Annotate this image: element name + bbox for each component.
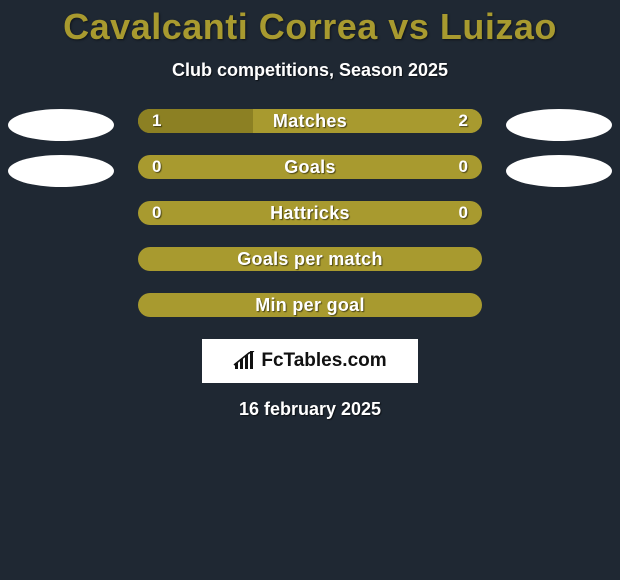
- stat-label: Goals per match: [138, 247, 482, 271]
- stat-value-right: 0: [459, 201, 468, 225]
- stat-row-min-per-goal: Min per goal: [138, 293, 482, 317]
- team-right-avatar: [506, 155, 612, 187]
- fctables-logo: FcTables.com: [202, 339, 418, 383]
- logo-text: FcTables.com: [261, 350, 386, 372]
- chart-area: 1 Matches 2 0 Goals 0 0 Hattricks 0: [0, 109, 620, 420]
- player-left-avatar: [8, 109, 114, 141]
- subtitle: Club competitions, Season 2025: [0, 60, 620, 81]
- stat-row-goals: 0 Goals 0: [138, 155, 482, 179]
- player-right-avatar: [506, 109, 612, 141]
- stat-row-hattricks: 0 Hattricks 0: [138, 201, 482, 225]
- stat-value-right: 2: [459, 109, 468, 133]
- stat-label: Matches: [138, 109, 482, 133]
- stat-bars: 1 Matches 2 0 Goals 0 0 Hattricks 0: [138, 109, 482, 317]
- page-title: Cavalcanti Correa vs Luizao: [0, 0, 620, 48]
- stat-label: Min per goal: [138, 293, 482, 317]
- stat-row-matches: 1 Matches 2: [138, 109, 482, 133]
- stat-label: Goals: [138, 155, 482, 179]
- bar-chart-icon: [233, 351, 257, 371]
- stat-value-right: 0: [459, 155, 468, 179]
- team-left-avatar: [8, 155, 114, 187]
- stat-label: Hattricks: [138, 201, 482, 225]
- stat-row-goals-per-match: Goals per match: [138, 247, 482, 271]
- comparison-infographic: Cavalcanti Correa vs Luizao Club competi…: [0, 0, 620, 580]
- date-label: 16 february 2025: [0, 399, 620, 420]
